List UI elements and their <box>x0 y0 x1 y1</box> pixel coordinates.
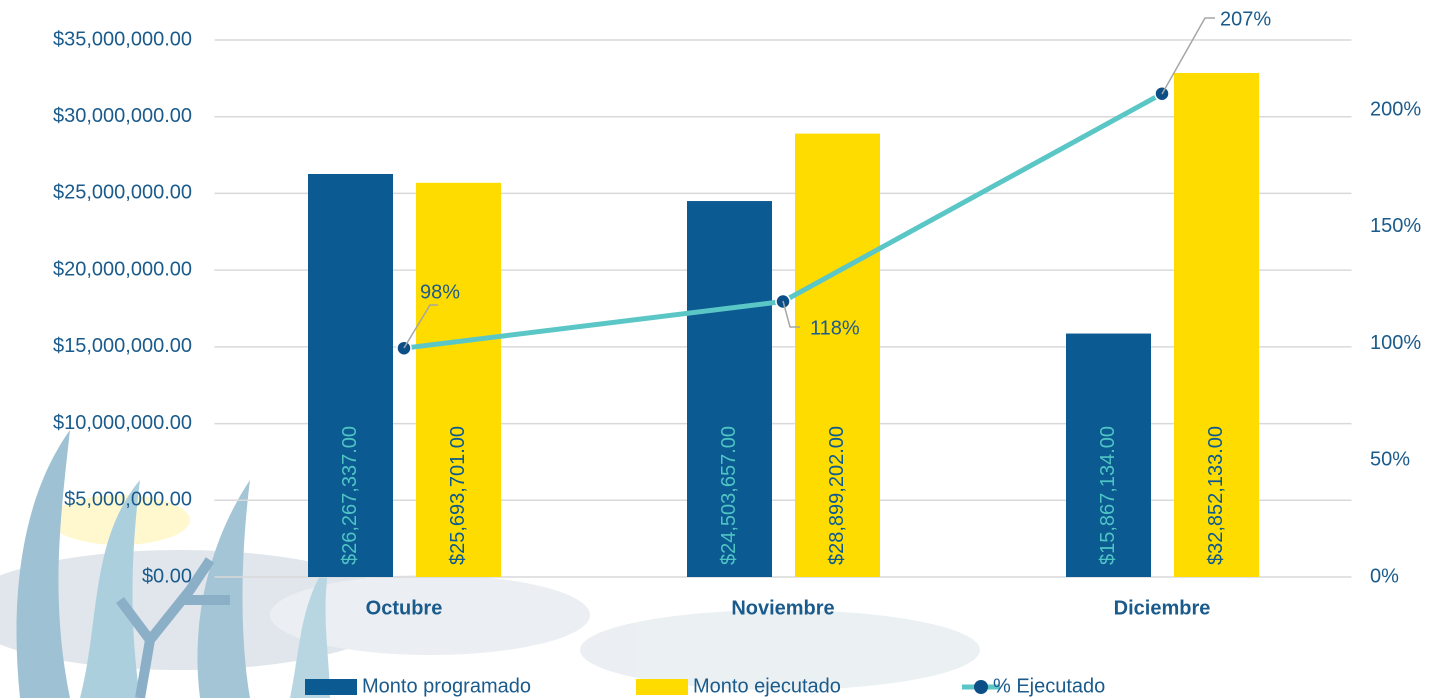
line <box>404 94 1162 348</box>
chart: $0.00 $5,000,000.00 $10,000,000.00 $15,000,… <box>0 0 1456 698</box>
y2-tick-label: 0% <box>1370 565 1399 587</box>
y-tick-label: $15,000,000.00 <box>53 335 192 357</box>
legend-swatch <box>305 679 357 695</box>
y2-tick-label: 150% <box>1370 215 1421 237</box>
data-label: $28,899,202.00 <box>826 426 848 565</box>
data-label: 98% <box>420 281 460 303</box>
data-label: $26,267,337.00 <box>339 426 361 565</box>
legend-label: Monto ejecutado <box>693 675 841 697</box>
data-label: 207% <box>1220 8 1271 30</box>
y-tick-label: $0.00 <box>142 565 192 587</box>
marker <box>397 341 411 355</box>
legend-swatch <box>636 679 688 695</box>
data-label: $32,852,133.00 <box>1205 426 1227 565</box>
y-tick-label: $30,000,000.00 <box>53 105 192 127</box>
x-tick-label: Diciembre <box>1114 597 1211 619</box>
legend-label: Monto programado <box>362 675 531 697</box>
data-label: 118% <box>810 317 860 339</box>
legend-label: % Ejecutado <box>993 675 1105 697</box>
data-label: $15,867,134.00 <box>1097 426 1119 565</box>
y2-tick-label: 200% <box>1370 98 1421 120</box>
legend-swatch-marker <box>974 680 988 694</box>
y2-tick-label: 100% <box>1370 332 1421 354</box>
data-label: $24,503,657.00 <box>718 426 740 565</box>
y-tick-label: $35,000,000.00 <box>53 28 192 50</box>
data-label: $25,693,701.00 <box>447 426 469 565</box>
y-tick-label: $5,000,000.00 <box>64 489 192 511</box>
y-tick-label: $10,000,000.00 <box>53 412 192 434</box>
y-tick-label: $25,000,000.00 <box>53 182 192 204</box>
y-tick-label: $20,000,000.00 <box>53 258 192 280</box>
x-tick-label: Octubre <box>366 597 443 619</box>
y2-tick-label: 50% <box>1370 449 1410 471</box>
x-tick-label: Noviembre <box>731 597 834 619</box>
